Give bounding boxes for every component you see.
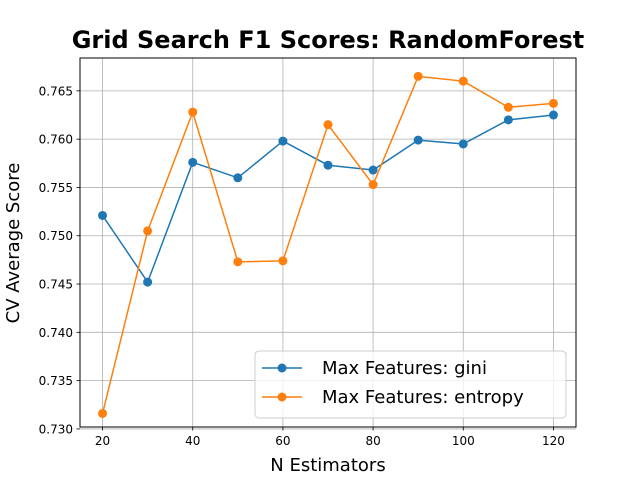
y-tick-label: 0.760	[39, 133, 73, 147]
x-tick-label: 20	[95, 434, 110, 448]
legend-label-entropy: Max Features: entropy	[322, 387, 524, 408]
data-point-0-9	[503, 115, 513, 125]
legend-label-gini: Max Features: gini	[322, 358, 487, 379]
grid-lines	[80, 58, 576, 430]
x-tick-label: 40	[185, 434, 200, 448]
data-series	[98, 71, 558, 418]
data-point-0-6	[368, 165, 378, 175]
data-point-1-2	[188, 107, 198, 117]
legend-marker-gini	[277, 363, 287, 373]
plot-area-frame	[79, 57, 577, 428]
data-point-1-4	[278, 256, 288, 266]
y-axis-label: CV Average Score	[3, 163, 24, 324]
x-axis-label: N Estimators	[270, 455, 385, 476]
series-group-0	[98, 110, 558, 287]
data-point-0-10	[548, 110, 558, 120]
axis-ticks: 20 40 60 80 100 120 0.730 0.735 0.740 0.745 0.750 0…	[39, 84, 565, 448]
y-tick-label: 0.745	[39, 278, 73, 292]
y-tick-label: 0.735	[39, 374, 73, 388]
data-point-1-3	[233, 257, 243, 267]
x-tick-label: 80	[365, 434, 380, 448]
data-point-1-0	[98, 408, 108, 418]
x-tick-label: 120	[542, 434, 565, 448]
chart-title: Grid Search F1 Scores: RandomForest	[72, 26, 585, 54]
data-point-0-5	[323, 160, 333, 170]
data-point-1-6	[368, 180, 378, 190]
legend-box	[254, 350, 567, 419]
x-tick-label: 60	[275, 434, 290, 448]
y-tick-label: 0.750	[39, 229, 73, 243]
data-point-1-7	[413, 71, 423, 81]
legend: Max Features: gini Max Features: entropy	[254, 350, 567, 419]
data-point-0-3	[233, 173, 243, 183]
y-tick-label: 0.755	[39, 181, 73, 195]
data-point-1-1	[143, 226, 153, 236]
y-tick-label: 0.740	[39, 326, 73, 340]
x-tick-label: 100	[452, 434, 475, 448]
data-point-0-1	[143, 277, 153, 287]
y-tick-label: 0.730	[39, 422, 73, 436]
data-point-0-2	[188, 157, 198, 167]
data-point-1-10	[548, 98, 558, 108]
data-point-1-9	[503, 102, 513, 112]
data-point-1-8	[458, 76, 468, 86]
data-point-0-7	[413, 135, 423, 145]
legend-marker-entropy	[277, 392, 287, 402]
data-point-1-5	[323, 120, 333, 130]
data-point-0-0	[98, 210, 108, 220]
y-tick-label: 0.765	[39, 84, 73, 98]
series-group-1	[98, 71, 558, 418]
data-point-0-4	[278, 136, 288, 146]
data-point-0-8	[458, 139, 468, 149]
